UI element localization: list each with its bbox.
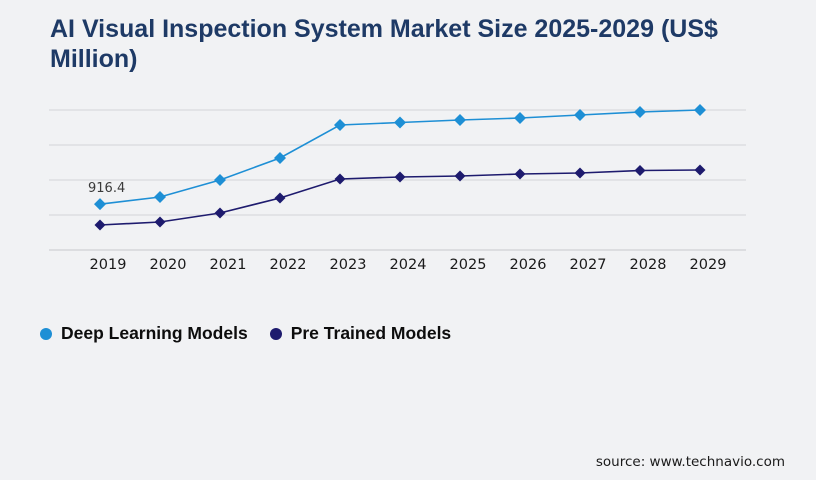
diamond-marker-icon <box>274 192 286 204</box>
diamond-marker-icon <box>154 216 166 228</box>
diamond-marker-icon <box>514 112 526 124</box>
diamond-marker-icon <box>94 198 106 211</box>
source-attribution: source: www.technavio.com <box>595 454 785 470</box>
diamond-marker-icon <box>574 109 586 121</box>
legend-item-deep-learning-models: Deep Learning Models <box>40 323 248 344</box>
diamond-marker-icon <box>154 191 166 203</box>
x-axis-label: 2023 <box>330 257 367 273</box>
diamond-marker-icon <box>634 106 646 118</box>
legend-circle-icon <box>40 327 52 340</box>
x-axis-label: 2027 <box>570 257 607 273</box>
x-axis-label: 2021 <box>210 257 247 273</box>
legend-label-pre-trained-models: Pre Trained Models <box>290 323 452 343</box>
x-axis-label: 2020 <box>150 257 187 273</box>
diamond-marker-icon <box>334 173 346 185</box>
x-axis-label: 2026 <box>510 257 547 273</box>
diamond-marker-icon <box>94 219 106 231</box>
diamond-marker-icon <box>394 171 406 183</box>
x-axis-label: 2028 <box>630 257 667 273</box>
diamond-marker-icon <box>394 116 406 129</box>
x-axis-label: 2019 <box>90 257 127 273</box>
diamond-marker-icon <box>214 174 226 186</box>
diamond-marker-icon <box>634 165 646 176</box>
diamond-marker-icon <box>274 152 286 164</box>
diamond-marker-icon <box>694 104 706 116</box>
x-axis-label: 2029 <box>690 257 727 273</box>
diamond-marker-icon <box>454 170 466 182</box>
diamond-marker-icon <box>694 164 706 176</box>
diamond-marker-icon <box>214 207 226 219</box>
x-axis-label: 2025 <box>450 257 487 273</box>
legend-label-deep-learning-models: Deep Learning Models <box>61 323 248 343</box>
diamond-marker-icon <box>574 167 586 179</box>
point-label: 916.4 <box>88 181 125 196</box>
chart-title: AI Visual Inspection System Market Size … <box>50 15 718 73</box>
x-axis-label: 2024 <box>390 257 427 273</box>
legend-item-pre-trained-models: Pre Trained Models <box>269 323 452 344</box>
diamond-marker-icon <box>334 119 346 131</box>
diamond-marker-icon <box>454 114 466 126</box>
x-axis-label: 2022 <box>270 257 307 273</box>
diamond-marker-icon <box>514 168 526 180</box>
legend-circle-icon <box>269 327 282 340</box>
chart-legend: Deep Learning Models Pre Trained Models <box>40 323 451 344</box>
